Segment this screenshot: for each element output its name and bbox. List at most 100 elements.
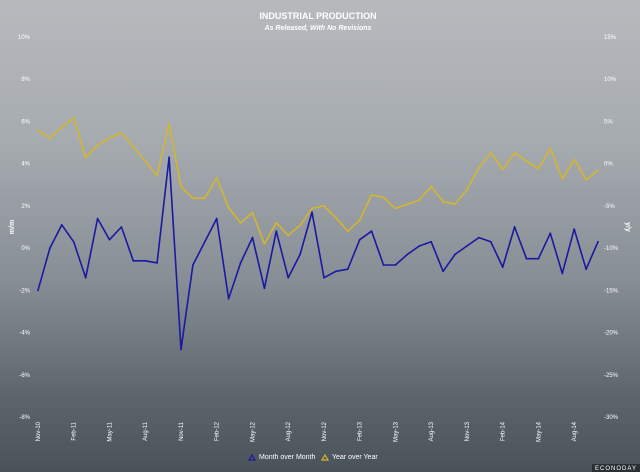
y-right-tick-label: -10% — [604, 246, 619, 252]
data-point-mom — [382, 264, 385, 266]
y-left-tick-label: -6% — [19, 373, 30, 379]
data-point-mom — [168, 156, 171, 159]
data-point-yoy — [72, 117, 75, 119]
data-point-yoy — [573, 158, 576, 161]
data-point-mom — [287, 276, 290, 279]
data-point-yoy — [275, 221, 278, 224]
y-left-tick-label: 0% — [21, 246, 30, 252]
data-point-mom — [49, 247, 51, 250]
data-point-mom — [489, 240, 492, 243]
data-point-yoy — [203, 197, 206, 200]
data-point-mom — [501, 266, 504, 268]
x-axis-ticks: Nov-10 Feb-11 May-11 Aug-11 Nov-11 Feb-12 May-… — [36, 421, 578, 442]
data-point-mom — [275, 230, 278, 233]
brand-box — [592, 464, 640, 472]
y-right-tick-label: -15% — [604, 288, 619, 294]
data-point-mom — [132, 259, 135, 262]
data-point-mom — [466, 245, 468, 247]
y-left-tick-label: 6% — [21, 119, 30, 125]
data-point-mom — [156, 262, 159, 264]
y-left-tick-label: -4% — [19, 331, 30, 337]
series-layer — [37, 117, 599, 351]
data-point-mom — [203, 240, 206, 243]
legend-yoy-label: Year over Year — [332, 454, 378, 461]
data-point-yoy — [156, 174, 159, 177]
data-point-yoy — [394, 207, 397, 210]
data-point-mom — [454, 253, 456, 256]
data-point-yoy — [501, 168, 504, 171]
data-point-yoy — [549, 147, 552, 150]
data-point-mom — [537, 257, 540, 260]
data-point-mom — [358, 238, 361, 241]
data-point-yoy — [311, 207, 313, 210]
data-point-yoy — [513, 151, 516, 154]
data-point-yoy — [323, 205, 325, 207]
data-point-yoy — [192, 197, 194, 200]
legend: Month over Month Year over Year — [247, 453, 378, 461]
data-point-mom — [418, 245, 421, 247]
data-point-mom — [549, 232, 552, 235]
y-right-tick-label: -25% — [604, 373, 619, 379]
legend-item-mom: Month over Month — [247, 453, 316, 461]
data-point-yoy — [96, 144, 99, 147]
data-point-yoy — [299, 224, 301, 227]
data-point-yoy — [287, 234, 290, 237]
y-left-tick-label: -2% — [19, 288, 30, 294]
data-point-mom — [84, 276, 87, 279]
data-point-yoy — [215, 177, 218, 179]
data-point-yoy — [239, 221, 242, 224]
y-right-tick-label: -30% — [604, 415, 619, 421]
data-point-yoy — [466, 188, 468, 191]
x-tick-label: Feb-12 — [215, 421, 221, 441]
data-point-yoy — [478, 167, 480, 169]
data-point-yoy — [263, 243, 266, 245]
chart-subtitle: As Released, With No Revisions — [264, 25, 372, 32]
data-point-mom — [37, 289, 39, 292]
data-point-mom — [573, 228, 576, 231]
data-point-mom — [311, 211, 313, 214]
data-point-mom — [96, 217, 99, 220]
y-right-tick-label: -20% — [604, 331, 619, 337]
data-point-mom — [180, 348, 182, 351]
data-point-yoy — [180, 185, 182, 188]
data-point-yoy — [489, 151, 492, 154]
x-tick-label: Feb-11 — [72, 421, 78, 440]
data-point-yoy — [108, 137, 111, 140]
data-point-yoy — [120, 131, 123, 134]
data-point-yoy — [597, 169, 599, 172]
data-point-yoy — [454, 203, 456, 206]
data-point-mom — [323, 276, 325, 279]
x-tick-label: May-11 — [107, 421, 113, 441]
data-point-mom — [120, 226, 123, 228]
data-point-yoy — [37, 129, 39, 131]
data-point-yoy — [132, 145, 135, 148]
data-point-yoy — [430, 185, 433, 188]
y-axis-left-ticks: 10% 8% 6% 4% 2% 0% -2% -4% -6% -8% — [18, 35, 31, 421]
chart-title: INDUSTRIAL PRODUCTION — [259, 11, 376, 21]
data-point-mom — [561, 272, 564, 275]
x-tick-label: May-13 — [393, 421, 399, 442]
data-point-yoy — [49, 137, 51, 140]
data-point-yoy — [561, 178, 564, 180]
x-tick-label: Aug-14 — [572, 421, 578, 441]
x-tick-label: Nov-12 — [322, 421, 328, 441]
data-point-mom — [335, 270, 337, 273]
data-point-mom — [513, 226, 516, 228]
data-point-mom — [430, 240, 433, 243]
x-tick-label: May-14 — [536, 421, 542, 442]
data-point-mom — [478, 236, 480, 239]
data-point-yoy — [144, 160, 147, 163]
x-tick-label: Feb-13 — [358, 421, 364, 441]
data-point-mom — [239, 262, 242, 264]
y-right-tick-label: 10% — [604, 77, 617, 83]
x-tick-label: Aug-13 — [429, 421, 435, 441]
data-point-yoy — [382, 196, 385, 199]
data-point-yoy — [227, 206, 230, 209]
y-right-tick-label: 15% — [604, 35, 617, 41]
data-point-mom — [144, 259, 147, 262]
data-point-mom — [525, 257, 528, 260]
legend-item-yoy: Year over Year — [320, 453, 378, 461]
data-point-yoy — [406, 203, 409, 206]
